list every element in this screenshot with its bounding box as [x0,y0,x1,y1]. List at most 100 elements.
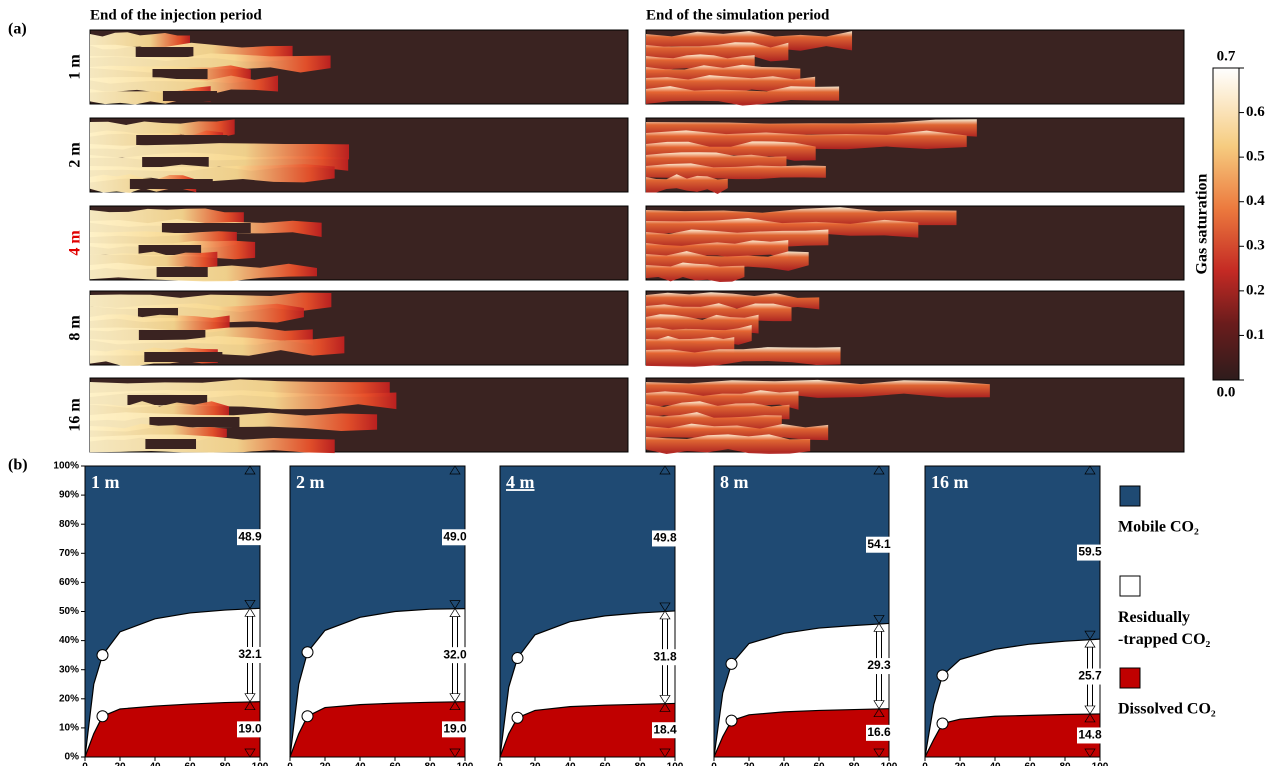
plume [646,163,826,181]
value-label: 32.1 [238,647,262,661]
panel-title: 16 m [931,472,969,492]
row-label: 4 m [67,230,84,256]
x-tick-label: 100 [1092,762,1109,766]
arrow-head [244,701,256,711]
row-label: 16 m [67,398,84,432]
plume [646,434,811,454]
plume [646,379,990,398]
arrow-head [449,465,461,475]
arrow-head [659,602,671,612]
panel-title: 2 m [296,472,325,492]
x-tick-label: 80 [1059,762,1071,766]
x-tick-label: 0 [82,762,88,766]
x-tick-label: 60 [389,762,401,766]
plume [646,174,728,194]
pocket [136,135,228,145]
area [290,608,465,757]
colorbar-tick-label: 0.7 [1217,48,1236,64]
arrow-head [873,615,885,625]
plume [646,31,853,51]
value-label: 48.9 [238,529,262,543]
pocket [138,245,202,255]
colorbar-tick-label: 0.2 [1246,282,1265,298]
plot-frame [924,465,1101,758]
label-bg [237,721,263,738]
arrow-head [873,700,885,710]
plot-frame [289,465,466,758]
pocket [138,330,206,340]
area [714,466,889,757]
panel-title: 1 m [91,472,120,492]
arrow-head [244,607,256,617]
arrow-head [1084,713,1096,723]
arrow-head [244,748,256,758]
value-label: 18.4 [653,722,677,736]
panel-label: (a) [8,21,27,38]
arrow-head [449,693,461,703]
x-tick-label: 80 [219,762,231,766]
arrow-head [873,465,885,475]
x-tick-label: 20 [529,762,541,766]
x-tick-label: 100 [457,762,474,766]
y-tick-label: 90% [59,490,79,501]
value-label: 59.5 [1078,545,1102,559]
boundary-line [499,702,676,758]
area [714,708,889,757]
pocket [152,69,208,79]
x-tick-label: 60 [1024,762,1036,766]
arrow-head [449,701,461,711]
arrow-head [449,607,461,617]
colorbar-tick-label: 0.3 [1246,238,1265,254]
arrow-head [244,465,256,475]
pocket [137,308,179,318]
x-tick-label: 80 [424,762,436,766]
colorbar [1212,67,1240,381]
plume [90,75,279,95]
colorbar-tick-label: 0.6 [1246,104,1265,120]
x-tick-label: 100 [881,762,898,766]
plume [646,262,745,282]
value-label: 16.6 [867,725,891,739]
plot-frame [499,465,676,758]
boundary-line [499,610,676,758]
x-tick-label: 40 [989,762,1001,766]
marker [511,652,524,665]
row-label: 2 m [67,142,84,168]
label-bg [866,658,892,675]
x-tick-label: 60 [813,762,825,766]
arrow-head [873,708,885,718]
boundary-line [84,607,261,758]
y-tick-label: 40% [59,635,79,646]
label-bg [1077,668,1103,685]
boundary-line [924,713,1101,758]
value-label: 19.0 [238,722,262,736]
y-tick-label: 30% [59,664,79,675]
panel-label: (b) [8,457,28,474]
colorbar-tick-label: 0.4 [1246,193,1265,209]
plume [646,130,967,150]
x-tick-label: 0 [287,762,293,766]
label-bg [237,647,263,664]
value-label: 49.8 [653,531,677,545]
plume [646,86,840,106]
x-tick-label: 0 [711,762,717,766]
plume [646,119,977,138]
label-bg [652,722,678,739]
value-label: 54.1 [867,537,891,551]
x-tick-label: 0 [497,762,503,766]
label-bg [442,647,468,664]
x-tick-label: 40 [354,762,366,766]
arrow-head [1084,630,1096,640]
y-tick-label: 80% [59,519,79,530]
x-tick-label: 40 [564,762,576,766]
label-bg [442,721,468,738]
x-tick-label: 20 [319,762,331,766]
arrow-head [659,465,671,475]
label-bg [652,530,678,547]
boundary-line [713,708,890,758]
marker [936,669,949,682]
area [714,623,889,757]
x-tick-label: 20 [954,762,966,766]
arrow-head [659,748,671,758]
boundary-line [84,701,261,758]
